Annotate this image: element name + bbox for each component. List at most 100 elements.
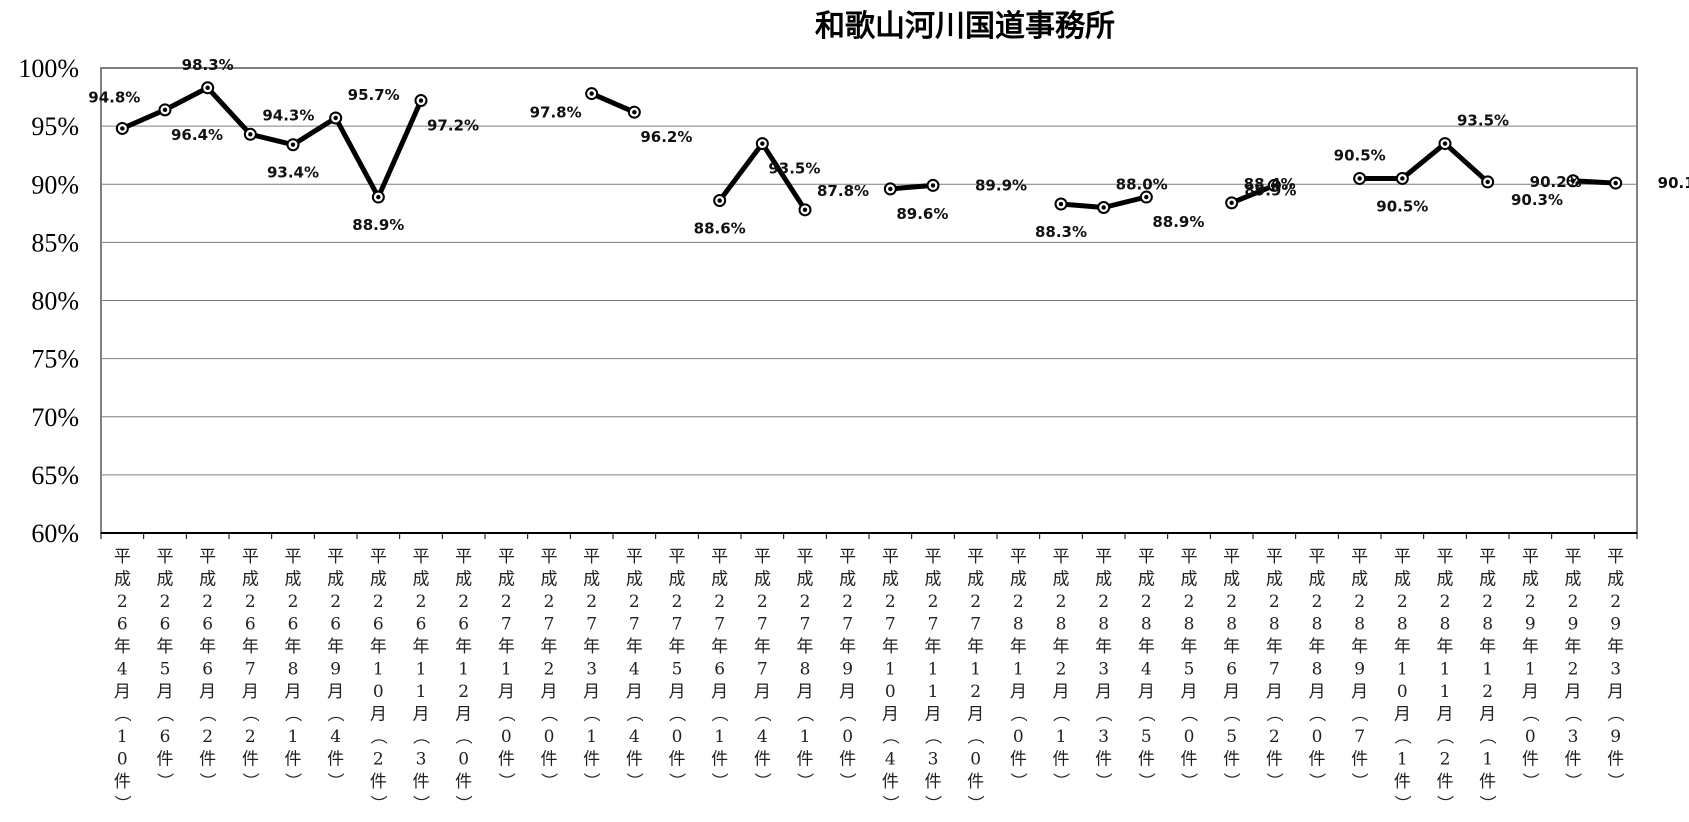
svg-text:成: 成: [925, 570, 942, 590]
svg-text:1: 1: [800, 727, 811, 747]
svg-text:0: 0: [1525, 727, 1536, 747]
svg-text:）: ）: [922, 795, 942, 812]
svg-text:成: 成: [1266, 570, 1283, 590]
svg-text:平: 平: [1394, 547, 1411, 567]
svg-text:成: 成: [327, 570, 344, 590]
svg-text:年: 年: [1223, 637, 1240, 657]
svg-text:件: 件: [1351, 750, 1368, 770]
svg-text:年: 年: [242, 637, 259, 657]
svg-text:9: 9: [1525, 615, 1536, 635]
svg-text:4: 4: [117, 660, 128, 680]
x-axis-tick-labels: 平成26年4月（10件）平成26年5月（6件）平成26年6月（2件）平成26年7…: [111, 547, 1624, 812]
svg-text:年: 年: [157, 637, 174, 657]
svg-text:年: 年: [967, 637, 984, 657]
data-label: 93.5%: [768, 160, 820, 178]
svg-text:平: 平: [1266, 547, 1283, 567]
svg-text:成: 成: [882, 570, 899, 590]
svg-text:（: （: [154, 705, 174, 722]
svg-text:2: 2: [1056, 592, 1067, 612]
svg-text:成: 成: [1479, 570, 1496, 590]
svg-text:年: 年: [1522, 637, 1539, 657]
svg-text:4: 4: [885, 750, 896, 770]
svg-text:1: 1: [714, 727, 725, 747]
svg-text:件: 件: [114, 772, 131, 792]
svg-text:成: 成: [413, 570, 430, 590]
svg-text:平: 平: [1010, 547, 1027, 567]
svg-text:）: ）: [837, 773, 857, 790]
svg-text:年: 年: [1607, 637, 1624, 657]
svg-text:年: 年: [882, 637, 899, 657]
svg-text:1: 1: [458, 660, 469, 680]
svg-text:件: 件: [1607, 750, 1624, 770]
svg-text:成: 成: [1138, 570, 1155, 590]
svg-text:成: 成: [797, 570, 814, 590]
svg-text:）: ）: [495, 773, 515, 790]
svg-text:平: 平: [967, 547, 984, 567]
svg-text:件: 件: [1138, 750, 1155, 770]
svg-text:成: 成: [1010, 570, 1027, 590]
svg-text:0: 0: [1312, 727, 1323, 747]
x-tick-label: 平成2 7年 9月 （ 0 件 ）: [837, 547, 857, 790]
svg-text:（: （: [410, 728, 430, 745]
svg-text:年: 年: [1394, 637, 1411, 657]
svg-text:）: ）: [538, 773, 558, 790]
svg-text:成: 成: [199, 570, 216, 590]
svg-text:5: 5: [1226, 727, 1237, 747]
svg-text:（: （: [1519, 705, 1539, 722]
data-label: 90.1%: [1658, 174, 1689, 192]
y-tick-label: 75%: [31, 345, 79, 374]
svg-text:7: 7: [1269, 660, 1280, 680]
y-tick-label: 100%: [18, 54, 79, 83]
x-tick-label: 平成2 6年 4月 （ 1 0件 ）: [111, 547, 131, 812]
svg-text:8: 8: [288, 660, 299, 680]
svg-text:年: 年: [370, 637, 387, 657]
svg-text:1: 1: [1525, 660, 1536, 680]
svg-text:2: 2: [373, 750, 384, 770]
series-line-segment: [1357, 141, 1491, 185]
y-axis-tick-labels: 60% 65% 70% 75% 80% 85% 90% 95% 100%: [18, 54, 79, 548]
svg-text:2: 2: [1397, 592, 1408, 612]
data-label: 94.8%: [88, 88, 140, 106]
svg-text:月: 月: [370, 705, 387, 725]
data-label: 88.9%: [1152, 213, 1204, 231]
svg-text:）: ）: [1306, 773, 1326, 790]
svg-text:年: 年: [1565, 637, 1582, 657]
gridlines: [101, 125, 1637, 476]
svg-text:）: ）: [1605, 773, 1625, 790]
svg-text:6: 6: [288, 615, 299, 635]
svg-text:2: 2: [458, 592, 469, 612]
x-tick-label: 平成2 7年 8月 （ 1 件 ）: [794, 547, 814, 790]
svg-text:6: 6: [245, 615, 256, 635]
svg-text:月: 月: [754, 682, 771, 702]
svg-text:2: 2: [885, 592, 896, 612]
svg-text:6: 6: [714, 660, 725, 680]
svg-text:2: 2: [1141, 592, 1152, 612]
x-tick-label: 平成2 6年 9月 （ 4 件 ）: [325, 547, 345, 790]
svg-text:平: 平: [285, 547, 302, 567]
x-tick-label: 平成2 8年 6月 （ 5 件 ）: [1221, 547, 1241, 790]
svg-text:（: （: [1349, 705, 1369, 722]
data-point: [286, 138, 300, 152]
svg-text:5: 5: [672, 660, 683, 680]
svg-text:年: 年: [925, 637, 942, 657]
x-tick-label: 平成2 6年 8月 （ 1 件 ）: [282, 547, 302, 790]
svg-text:2: 2: [928, 592, 939, 612]
svg-text:（: （: [197, 705, 217, 722]
svg-text:（: （: [1477, 728, 1497, 745]
svg-text:8: 8: [1013, 615, 1024, 635]
svg-text:0: 0: [373, 682, 384, 702]
svg-text:8: 8: [1269, 615, 1280, 635]
svg-text:月: 月: [797, 682, 814, 702]
svg-text:平: 平: [1223, 547, 1240, 567]
data-label: 90.5%: [1334, 146, 1386, 164]
svg-text:平: 平: [114, 547, 131, 567]
data-point: [713, 194, 727, 208]
svg-text:月: 月: [882, 705, 899, 725]
svg-text:月: 月: [114, 682, 131, 702]
svg-text:平: 平: [370, 547, 387, 567]
svg-text:年: 年: [797, 637, 814, 657]
svg-text:9: 9: [1610, 727, 1621, 747]
svg-text:月: 月: [583, 682, 600, 702]
svg-text:）: ）: [1135, 773, 1155, 790]
